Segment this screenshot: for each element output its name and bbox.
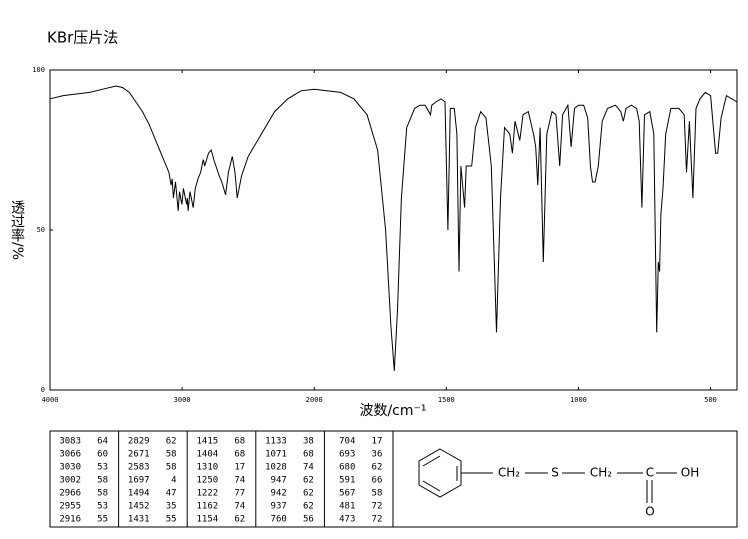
peak-transmittance: 66 — [372, 476, 383, 486]
peak-wavenumber: 1494 — [128, 489, 150, 499]
peak-transmittance: 62 — [166, 437, 177, 447]
bond — [422, 455, 441, 467]
x-tick-label: 1500 — [438, 396, 455, 404]
peak-wavenumber: 3066 — [59, 450, 81, 460]
peak-transmittance: 58 — [97, 476, 108, 486]
benzene-ring — [418, 448, 462, 498]
x-tick-label: 500 — [704, 396, 717, 404]
bond — [422, 480, 441, 492]
peak-transmittance: 64 — [97, 437, 108, 447]
peak-wavenumber: 2829 — [128, 437, 150, 447]
peak-wavenumber: 2966 — [59, 489, 81, 499]
plot-frame — [49, 69, 738, 391]
peak-transmittance: 58 — [166, 463, 177, 473]
peak-transmittance: 62 — [303, 476, 314, 486]
structure-group: CH₂ — [498, 466, 520, 480]
peak-wavenumber: 2955 — [59, 502, 81, 512]
spectrum-line — [49, 85, 738, 371]
structure-group: O — [645, 505, 654, 519]
peak-wavenumber: 1071 — [265, 450, 287, 460]
structure-group: S — [551, 466, 559, 480]
peak-transmittance: 58 — [166, 450, 177, 460]
structure-group: OH — [681, 466, 699, 480]
peak-transmittance: 36 — [372, 450, 383, 460]
chart-title: KBr压片法 — [47, 29, 118, 47]
x-tick-label: 2000 — [306, 396, 323, 404]
x-axis-label: 波数/cm⁻¹ — [359, 403, 426, 419]
x-tick-label: 3000 — [174, 396, 191, 404]
peak-wavenumber: 2583 — [128, 463, 150, 473]
peak-wavenumber: 1250 — [197, 476, 219, 486]
peak-transmittance: 62 — [372, 463, 383, 473]
peak-wavenumber: 1415 — [197, 437, 219, 447]
peak-transmittance: 72 — [372, 502, 383, 512]
structure — [418, 448, 677, 503]
peak-wavenumber: 1697 — [128, 476, 150, 486]
peak-transmittance: 38 — [303, 437, 314, 447]
peak-wavenumber: 481 — [339, 502, 355, 512]
peak-wavenumber: 1028 — [265, 463, 287, 473]
peak-transmittance: 53 — [97, 502, 108, 512]
peak-transmittance: 62 — [303, 489, 314, 499]
peak-wavenumber: 2916 — [59, 515, 81, 525]
peak-wavenumber: 1133 — [265, 437, 287, 447]
peak-wavenumber: 693 — [339, 450, 355, 460]
peak-wavenumber: 567 — [339, 489, 355, 499]
peak-transmittance: 72 — [372, 515, 383, 525]
peak-transmittance: 74 — [303, 463, 314, 473]
peak-transmittance: 62 — [303, 502, 314, 512]
peak-wavenumber: 704 — [339, 437, 355, 447]
peak-wavenumber: 942 — [271, 489, 287, 499]
peak-transmittance: 17 — [234, 463, 245, 473]
y-tick-label: 100 — [32, 66, 45, 74]
peak-wavenumber: 3002 — [59, 476, 81, 486]
peak-wavenumber: 1431 — [128, 515, 150, 525]
peak-transmittance: 68 — [234, 450, 245, 460]
peak-transmittance: 56 — [303, 515, 314, 525]
peak-wavenumber: 1222 — [197, 489, 219, 499]
peak-wavenumber: 473 — [339, 515, 355, 525]
peak-transmittance: 60 — [97, 450, 108, 460]
peak-transmittance: 68 — [234, 437, 245, 447]
peak-transmittance: 68 — [303, 450, 314, 460]
peak-wavenumber: 1162 — [197, 502, 219, 512]
peak-transmittance: 58 — [97, 489, 108, 499]
peak-transmittance: 58 — [372, 489, 383, 499]
y-tick-label: 0 — [41, 386, 45, 394]
peak-transmittance: 55 — [97, 515, 108, 525]
peak-transmittance: 74 — [234, 502, 245, 512]
peak-transmittance: 74 — [234, 476, 245, 486]
peak-wavenumber: 3030 — [59, 463, 81, 473]
x-tick-label: 4000 — [42, 396, 59, 404]
peak-wavenumber: 1452 — [128, 502, 150, 512]
peak-wavenumber: 760 — [271, 515, 287, 525]
peak-transmittance: 47 — [166, 489, 177, 499]
peak-wavenumber: 1310 — [197, 463, 219, 473]
peak-wavenumber: 947 — [271, 476, 287, 486]
peak-wavenumber: 591 — [339, 476, 355, 486]
peak-wavenumber: 2671 — [128, 450, 150, 460]
peak-transmittance: 77 — [234, 489, 245, 499]
peak-wavenumber: 1154 — [197, 515, 219, 525]
peak-transmittance: 4 — [171, 476, 176, 486]
structure-group: C — [646, 466, 654, 480]
peak-transmittance: 17 — [372, 437, 383, 447]
x-tick-label: 1000 — [570, 396, 587, 404]
y-axis-label: 透过率/% — [9, 200, 25, 260]
y-tick-label: 50 — [37, 226, 45, 234]
peak-transmittance: 55 — [166, 515, 177, 525]
structure-group: CH₂ — [590, 466, 612, 480]
peak-transmittance: 53 — [97, 463, 108, 473]
peak-transmittance: 35 — [166, 502, 177, 512]
peak-wavenumber: 937 — [271, 502, 287, 512]
peak-wavenumber: 680 — [339, 463, 355, 473]
peak-transmittance: 62 — [234, 515, 245, 525]
peak-wavenumber: 1404 — [197, 450, 219, 460]
peak-wavenumber: 3083 — [59, 437, 81, 447]
